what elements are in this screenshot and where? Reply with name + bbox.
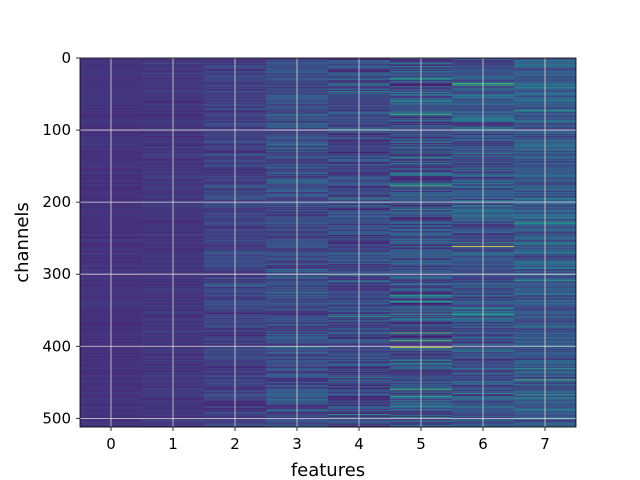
x-tick-label: 2	[230, 435, 240, 453]
y-tick-label: 100	[42, 121, 71, 139]
y-tick-label: 200	[42, 193, 71, 211]
x-tick-label: 6	[478, 435, 488, 453]
x-tick-label: 4	[354, 435, 364, 453]
y-tick-label: 400	[42, 337, 71, 355]
x-tick-label: 7	[540, 435, 550, 453]
y-tick-label: 500	[42, 409, 71, 427]
grid-lines	[80, 57, 576, 427]
y-axis-ticks: 0 100 200 300 400 500	[42, 49, 80, 427]
y-axis-label: channels	[12, 202, 33, 283]
x-tick-label: 5	[416, 435, 426, 453]
x-tick-label: 1	[168, 435, 178, 453]
plot-frame	[79, 57, 577, 428]
y-tick-label: 300	[42, 265, 71, 283]
heatmap-cells	[80, 58, 576, 428]
x-axis-ticks: 0 1 2 3 4 5 6 7	[106, 427, 550, 453]
x-tick-label: 3	[292, 435, 302, 453]
x-tick-label: 0	[106, 435, 116, 453]
x-axis-label: features	[291, 460, 365, 480]
y-tick-label: 0	[61, 49, 71, 67]
